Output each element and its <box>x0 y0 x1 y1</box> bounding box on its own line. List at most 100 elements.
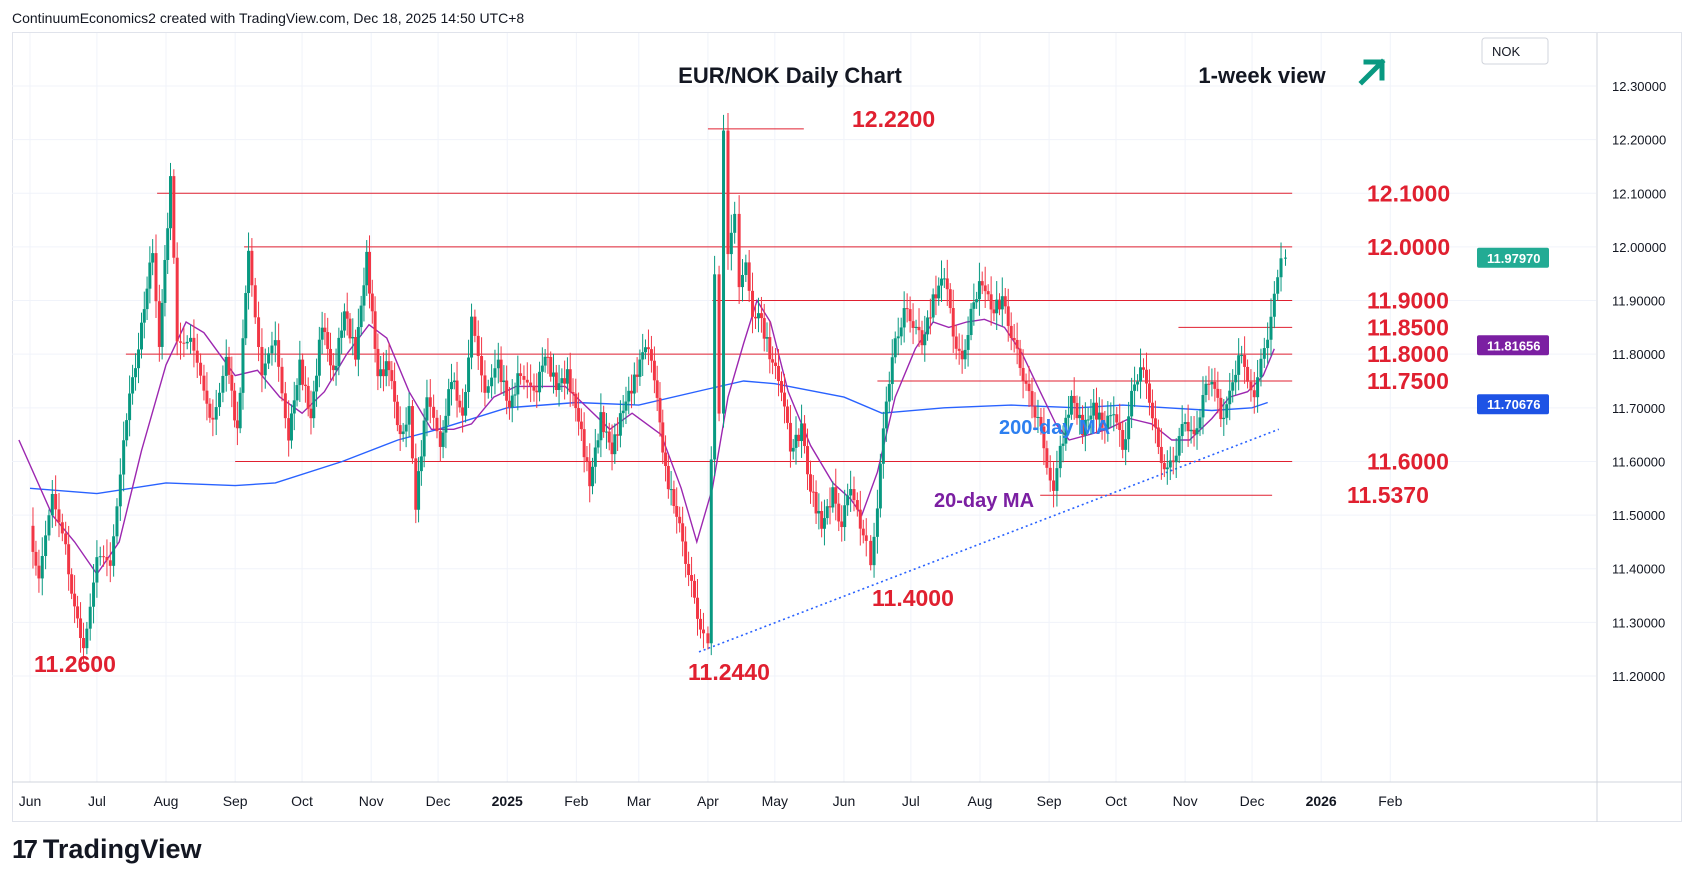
candle-body <box>565 369 569 384</box>
level-value-label: 11.9000 <box>1367 288 1449 314</box>
candle-body <box>1147 383 1151 403</box>
level-value-label: 11.2600 <box>34 651 116 677</box>
candle-body <box>1092 402 1096 416</box>
candle-body <box>1115 414 1119 423</box>
candle-body <box>115 506 119 537</box>
candle-body <box>303 384 307 386</box>
x-tick-label: Oct <box>291 793 313 809</box>
tradingview-logo-icon: 17 <box>12 834 38 864</box>
candle-body <box>365 251 369 286</box>
candle-body <box>414 458 418 510</box>
candle-body <box>588 461 592 487</box>
candle-body <box>1000 296 1004 310</box>
tradingview-logo[interactable]: 17 TradingView <box>12 834 201 865</box>
candle-body <box>846 495 850 506</box>
candle-body <box>359 305 363 328</box>
currency-label: NOK <box>1492 44 1521 59</box>
candle-body <box>693 580 697 598</box>
candle-body <box>381 369 385 377</box>
candle-body <box>621 410 625 414</box>
candle-body <box>449 382 453 390</box>
candle-body <box>1081 414 1085 436</box>
candle-body <box>452 380 456 383</box>
level-value-label: 11.2440 <box>688 659 770 685</box>
candle-body <box>476 335 480 356</box>
candle-body <box>1171 460 1175 463</box>
candle-body <box>1150 402 1154 419</box>
candle-body <box>422 420 426 457</box>
candle-body <box>493 368 497 378</box>
candle-body <box>502 380 506 383</box>
candle-body <box>490 377 494 387</box>
candle-body <box>791 447 795 452</box>
x-tick-label: Sep <box>223 793 248 809</box>
candle-body <box>963 349 967 360</box>
candle-body <box>690 575 694 581</box>
candle-body <box>1252 390 1256 398</box>
candle-body <box>221 375 225 393</box>
candle-body <box>914 326 918 328</box>
candle-body <box>1159 446 1163 463</box>
candle-body <box>607 431 611 443</box>
candle-body <box>473 316 477 336</box>
candle-body <box>277 340 281 367</box>
x-tick-label: Apr <box>697 793 719 809</box>
candle-body <box>535 390 539 393</box>
candle-body <box>480 355 484 376</box>
candle-body <box>516 373 520 395</box>
candle-body <box>1283 257 1287 259</box>
candle-body <box>417 471 421 510</box>
candle-body <box>1015 339 1019 349</box>
level-value-label: 11.6000 <box>1367 448 1449 474</box>
candle-body <box>849 489 853 496</box>
candle-body <box>616 434 620 436</box>
candle-body <box>70 574 74 594</box>
candle-body <box>1055 468 1059 491</box>
ma-20-label: 20-day MA <box>934 490 1034 512</box>
candle-body <box>834 487 838 504</box>
candle-body <box>899 327 903 337</box>
candle-body <box>923 334 927 346</box>
candle-body <box>95 557 99 583</box>
candle-body <box>706 633 710 644</box>
candle-body <box>1086 419 1090 421</box>
level-value-label: 11.8000 <box>1367 341 1449 367</box>
candle-body <box>1061 443 1065 446</box>
candle-body <box>192 337 196 351</box>
candle-body <box>301 359 305 385</box>
y-tick-label: 11.50000 <box>1612 508 1665 523</box>
candle-body <box>814 491 818 514</box>
candle-body <box>872 536 876 566</box>
candle-body <box>1231 382 1235 391</box>
candle-body <box>257 317 261 347</box>
candle-body <box>464 391 468 416</box>
candle-body <box>467 357 471 392</box>
candle-body <box>31 525 35 552</box>
candle-body <box>945 278 949 290</box>
candle-body <box>218 392 222 408</box>
candle-body <box>1153 418 1157 428</box>
candle-body <box>407 406 411 425</box>
candle-body <box>522 375 526 380</box>
candle-body <box>563 378 567 384</box>
candle-body <box>496 359 500 369</box>
candle-body <box>354 337 358 360</box>
candle-body <box>60 522 64 534</box>
price-tag-label: 11.70676 <box>1487 397 1541 412</box>
candle-body <box>1272 293 1276 317</box>
candle-body <box>1127 416 1131 440</box>
candle-body <box>1021 367 1025 382</box>
candle-body <box>145 288 149 310</box>
x-tick-label: Jul <box>902 793 920 809</box>
candle-body <box>1072 395 1076 403</box>
candle-body <box>1106 415 1110 429</box>
x-tick-label: Dec <box>426 793 451 809</box>
candle-body <box>762 318 766 339</box>
candle-body <box>643 347 647 353</box>
price-tag <box>1477 247 1549 268</box>
candle-body <box>163 260 167 303</box>
candle-body <box>937 285 941 299</box>
candle-body <box>1249 381 1253 391</box>
candle-body <box>326 332 330 349</box>
